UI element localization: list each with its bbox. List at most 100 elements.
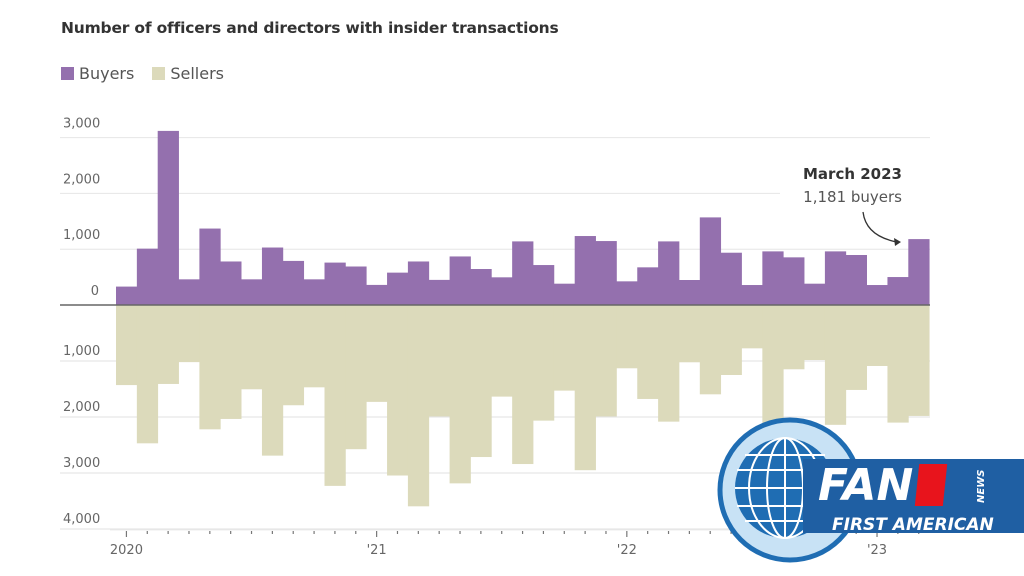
legend-item-sellers: Sellers bbox=[152, 64, 224, 83]
logo-banner bbox=[803, 459, 1024, 533]
legend-label-sellers: Sellers bbox=[170, 64, 224, 83]
bar-buyers bbox=[553, 283, 576, 305]
y-tick-label: 1,000 bbox=[63, 344, 100, 359]
y-tick-label: 0 bbox=[91, 284, 99, 299]
bar-buyers bbox=[157, 130, 179, 305]
bar-sellers bbox=[387, 305, 409, 476]
bar-sellers bbox=[637, 305, 659, 399]
bar-sellers bbox=[178, 305, 200, 363]
bar-buyers bbox=[804, 283, 826, 305]
bar-buyers bbox=[720, 252, 742, 305]
legend-swatch-sellers bbox=[152, 67, 166, 80]
bar-sellers bbox=[303, 305, 325, 388]
x-tick-label: '23 bbox=[867, 543, 887, 558]
bar-sellers bbox=[512, 305, 534, 465]
bar-sellers bbox=[199, 305, 221, 430]
bar-sellers bbox=[157, 305, 179, 384]
bar-buyers bbox=[699, 217, 722, 305]
legend-label-buyers: Buyers bbox=[79, 64, 135, 83]
y-tick-label: 1,000 bbox=[63, 228, 100, 243]
bar-buyers bbox=[491, 277, 513, 305]
bar-sellers bbox=[762, 305, 784, 425]
bar-buyers bbox=[303, 279, 325, 305]
bar-sellers bbox=[783, 305, 805, 370]
bar-buyers bbox=[824, 251, 847, 305]
bar-sellers bbox=[866, 305, 888, 366]
bar-buyers bbox=[178, 279, 200, 305]
bar-sellers bbox=[470, 305, 492, 458]
bar-sellers bbox=[824, 305, 847, 425]
logo-fan-text: FAN bbox=[818, 460, 913, 511]
bar-buyers bbox=[407, 261, 430, 305]
legend-item-buyers: Buyers bbox=[61, 64, 134, 83]
annotation: March 2023 1,181 buyers bbox=[803, 165, 902, 246]
x-tick-label: '21 bbox=[367, 543, 387, 558]
bar-sellers bbox=[533, 305, 555, 421]
bar-buyers bbox=[637, 267, 659, 305]
bar-sellers bbox=[553, 305, 576, 391]
y-tick-label: 3,000 bbox=[63, 456, 100, 471]
logo-news-text: NEWS bbox=[976, 470, 987, 503]
bar-buyers bbox=[261, 247, 284, 305]
bar-buyers bbox=[908, 239, 930, 305]
bar-sellers bbox=[366, 305, 388, 402]
bar-buyers bbox=[116, 286, 138, 305]
bar-buyers bbox=[282, 260, 305, 305]
bar-buyers bbox=[220, 261, 242, 305]
bar-buyers bbox=[845, 255, 867, 305]
x-tick-label: '22 bbox=[617, 543, 637, 558]
x-tick-label: 2020 bbox=[110, 543, 143, 558]
y-tick-label: 3,000 bbox=[63, 117, 100, 132]
bar-buyers bbox=[595, 241, 617, 305]
bar-buyers bbox=[887, 277, 909, 305]
bar-sellers bbox=[261, 305, 284, 456]
fan-logo: FAN NEWS FIRST AMERICAN bbox=[717, 417, 1024, 563]
annotation-arrowhead-icon bbox=[894, 238, 901, 246]
chart-title: Number of officers and directors with in… bbox=[61, 19, 559, 37]
annotation-text: 1,181 buyers bbox=[803, 188, 902, 206]
annotation-title: March 2023 bbox=[803, 165, 902, 183]
bar-sellers bbox=[116, 305, 138, 386]
logo-news-tag bbox=[914, 464, 948, 506]
bar-buyers bbox=[741, 285, 763, 305]
bar-buyers bbox=[470, 269, 492, 305]
bar-sellers bbox=[491, 305, 513, 397]
y-tick-label: 2,000 bbox=[63, 172, 100, 187]
legend-swatch-buyers bbox=[61, 67, 74, 80]
bar-sellers bbox=[345, 305, 367, 450]
bar-buyers bbox=[387, 272, 409, 305]
bar-buyers bbox=[866, 285, 888, 305]
bar-sellers bbox=[741, 305, 763, 349]
bar-sellers bbox=[324, 305, 346, 486]
bar-sellers bbox=[804, 305, 826, 360]
bar-buyers bbox=[241, 279, 263, 305]
bar-sellers bbox=[908, 305, 930, 416]
logo-subtitle: FIRST AMERICAN bbox=[832, 515, 994, 535]
bar-buyers bbox=[199, 228, 221, 305]
bar-buyers bbox=[366, 284, 388, 305]
bar-buyers bbox=[428, 279, 450, 305]
bar-sellers bbox=[449, 305, 471, 484]
bar-sellers bbox=[428, 305, 450, 417]
bar-sellers bbox=[887, 305, 909, 423]
y-tick-label: 2,000 bbox=[63, 400, 100, 415]
bar-buyers bbox=[324, 262, 346, 305]
bar-sellers bbox=[616, 305, 638, 369]
bar-buyers bbox=[616, 281, 638, 305]
bar-sellers bbox=[658, 305, 680, 422]
bar-buyers bbox=[136, 248, 159, 305]
bar-sellers bbox=[845, 305, 867, 390]
bar-sellers bbox=[136, 305, 159, 444]
bar-buyers bbox=[658, 241, 680, 305]
y-tick-label: 4,000 bbox=[63, 512, 100, 527]
bar-sellers bbox=[595, 305, 617, 417]
annotation-arrow bbox=[862, 211, 898, 243]
bar-buyers bbox=[449, 256, 471, 305]
bar-sellers bbox=[678, 305, 701, 363]
bar-sellers bbox=[282, 305, 305, 406]
bar-sellers bbox=[241, 305, 263, 390]
bar-buyers bbox=[574, 236, 596, 305]
bar-buyers bbox=[762, 251, 784, 305]
bar-sellers bbox=[574, 305, 596, 471]
